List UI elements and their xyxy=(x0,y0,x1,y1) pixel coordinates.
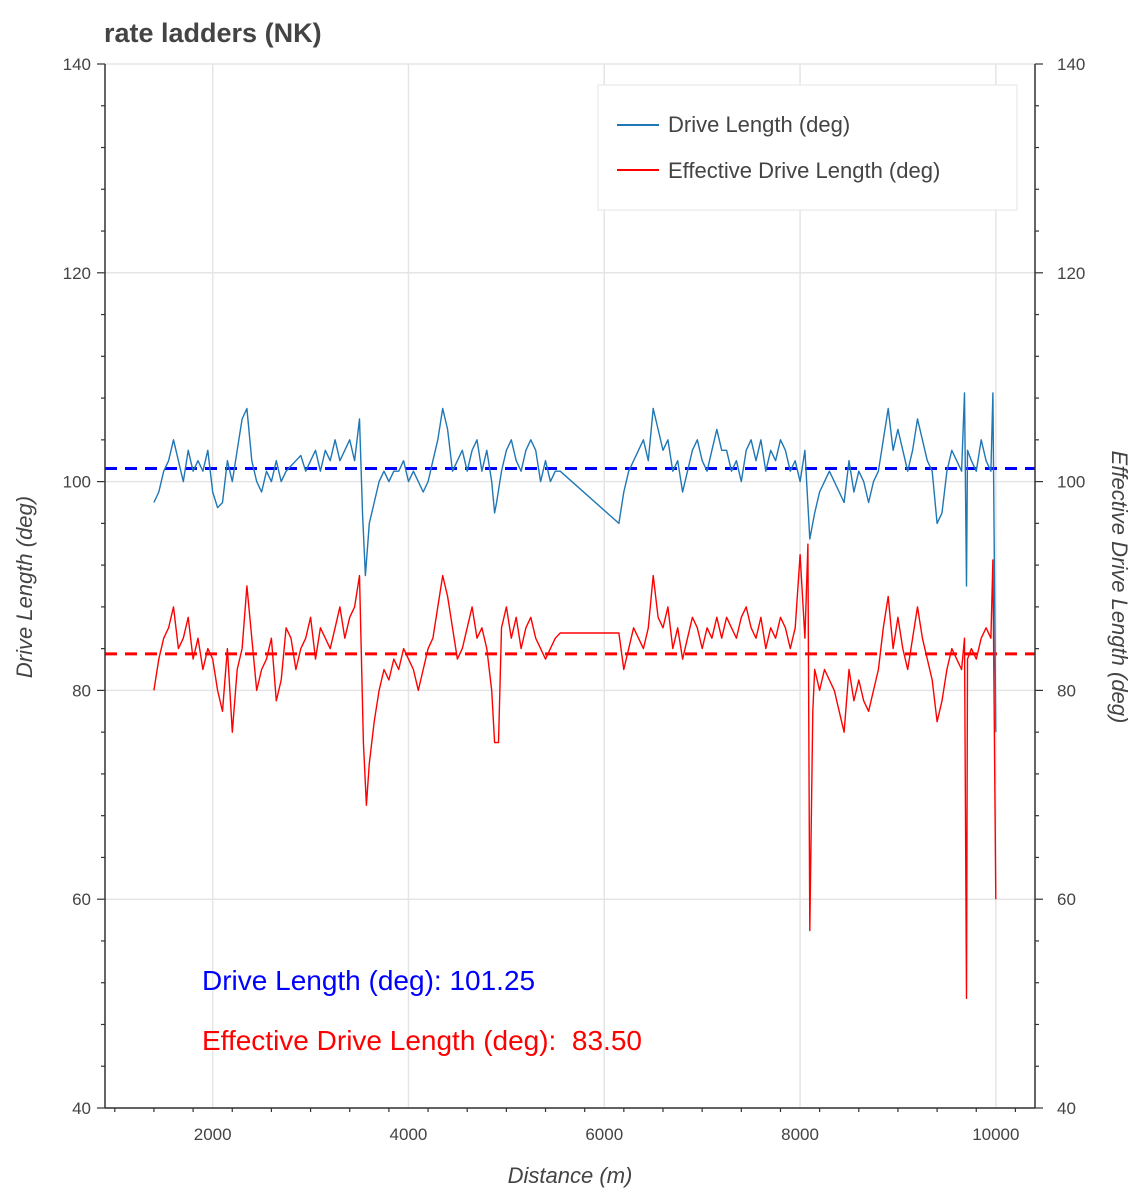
annotation-effective-drive-length-mean: Effective Drive Length (deg): 83.50 xyxy=(202,1025,642,1056)
x-tick-label: 8000 xyxy=(781,1125,819,1144)
y-tick-label-left: 120 xyxy=(63,264,91,283)
y-tick-label-left: 60 xyxy=(72,890,91,909)
legend-box xyxy=(597,84,1018,211)
legend: Drive Length (deg) Effective Drive Lengt… xyxy=(597,84,1018,211)
annotation-drive-length-mean: Drive Length (deg): 101.25 xyxy=(202,965,535,996)
series-lines xyxy=(153,392,997,1000)
x-tick-label: 10000 xyxy=(972,1125,1019,1144)
y-tick-label-right: 100 xyxy=(1057,473,1085,492)
y-tick-label-left: 40 xyxy=(72,1099,91,1118)
tick-labels: 2000 4000 6000 8000 10000 40 40 60 60 80 80 100 100 1… xyxy=(63,55,1086,1144)
x-tick-label: 2000 xyxy=(194,1125,232,1144)
y-tick-label-right: 140 xyxy=(1057,55,1085,74)
legend-label-effective-drive-length: Effective Drive Length (deg) xyxy=(668,158,940,183)
y-tick-label-right: 80 xyxy=(1057,681,1076,700)
y-axis-label-right: Effective Drive Length (deg) xyxy=(1107,451,1132,724)
series-line-effective-drive-length xyxy=(153,543,997,1000)
y-tick-label-right: 60 xyxy=(1057,890,1076,909)
y-tick-label-right: 120 xyxy=(1057,264,1085,283)
y-tick-label-left: 100 xyxy=(63,473,91,492)
y-tick-label-right: 40 xyxy=(1057,1099,1076,1118)
x-axis-label: Distance (m) xyxy=(508,1163,633,1188)
series-line-drive-length xyxy=(153,392,997,733)
y-tick-label-left: 80 xyxy=(72,681,91,700)
mean-lines xyxy=(105,467,1035,656)
chart-title: rate ladders (NK) xyxy=(104,18,322,48)
axes xyxy=(97,63,1043,1112)
x-tick-label: 4000 xyxy=(390,1125,428,1144)
y-tick-label-left: 140 xyxy=(63,55,91,74)
y-axis-label-left: Drive Length (deg) xyxy=(12,496,37,678)
grid-lines xyxy=(105,63,1035,1109)
x-tick-label: 6000 xyxy=(585,1125,623,1144)
legend-label-drive-length: Drive Length (deg) xyxy=(668,112,850,137)
